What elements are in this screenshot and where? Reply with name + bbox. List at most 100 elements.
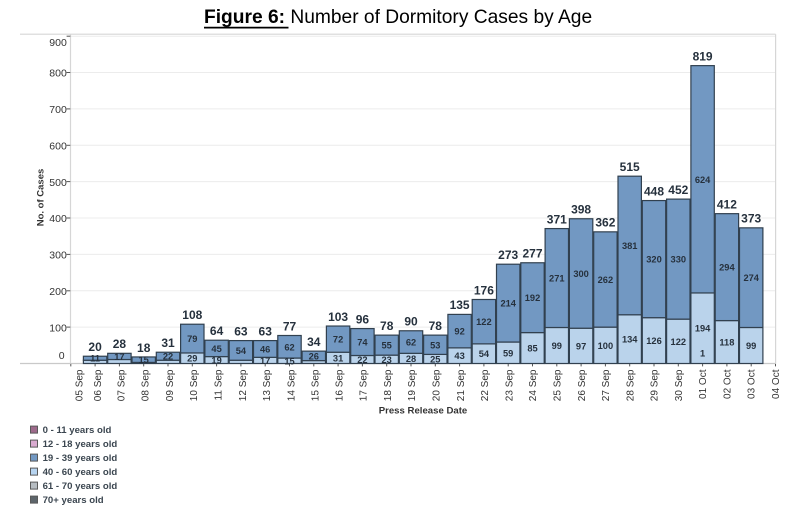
- svg-text:800: 800: [49, 68, 67, 80]
- svg-text:16 Sep: 16 Sep: [334, 369, 345, 401]
- svg-text:24 Sep: 24 Sep: [528, 369, 539, 401]
- svg-text:28 Sep: 28 Sep: [625, 369, 636, 401]
- svg-text:28: 28: [113, 337, 127, 351]
- svg-text:271: 271: [549, 274, 565, 284]
- svg-text:176: 176: [474, 283, 494, 297]
- svg-text:17: 17: [260, 356, 270, 366]
- svg-text:54: 54: [236, 346, 247, 356]
- svg-text:02 Oct: 02 Oct: [722, 369, 733, 399]
- svg-text:515: 515: [620, 160, 640, 174]
- svg-text:03 Oct: 03 Oct: [747, 369, 758, 399]
- svg-text:01 Oct: 01 Oct: [698, 369, 709, 399]
- svg-text:05 Sep: 05 Sep: [74, 369, 85, 401]
- svg-text:135: 135: [450, 298, 470, 312]
- svg-text:78: 78: [380, 319, 394, 333]
- svg-text:63: 63: [259, 324, 273, 338]
- svg-text:20 Sep: 20 Sep: [432, 369, 443, 401]
- svg-text:30 Sep: 30 Sep: [674, 369, 685, 401]
- svg-text:400: 400: [49, 213, 67, 225]
- svg-text:262: 262: [598, 275, 614, 285]
- svg-text:900: 900: [49, 37, 67, 49]
- svg-text:99: 99: [746, 341, 756, 351]
- svg-text:90: 90: [404, 315, 418, 329]
- svg-text:0 - 11 years old: 0 - 11 years old: [43, 425, 112, 436]
- svg-text:40 - 60 years old: 40 - 60 years old: [43, 467, 118, 478]
- svg-text:103: 103: [328, 310, 348, 324]
- svg-text:96: 96: [356, 312, 370, 326]
- svg-text:70+ years old: 70+ years old: [43, 495, 104, 506]
- svg-text:600: 600: [49, 141, 67, 153]
- svg-text:22 Sep: 22 Sep: [480, 369, 491, 401]
- svg-text:12 Sep: 12 Sep: [238, 369, 249, 401]
- svg-text:819: 819: [693, 49, 713, 63]
- svg-text:27 Sep: 27 Sep: [601, 369, 612, 401]
- svg-text:126: 126: [646, 336, 662, 346]
- svg-text:192: 192: [525, 293, 541, 303]
- svg-text:624: 624: [695, 175, 711, 185]
- svg-text:85: 85: [527, 344, 537, 354]
- svg-text:200: 200: [49, 286, 67, 298]
- svg-text:100: 100: [598, 341, 614, 351]
- svg-text:448: 448: [644, 184, 664, 198]
- svg-text:14 Sep: 14 Sep: [286, 369, 297, 401]
- svg-text:23 Sep: 23 Sep: [504, 369, 515, 401]
- svg-text:22: 22: [357, 355, 367, 365]
- svg-text:08 Sep: 08 Sep: [141, 369, 152, 401]
- svg-text:04 Oct: 04 Oct: [771, 369, 782, 399]
- svg-text:134: 134: [622, 335, 638, 345]
- svg-text:06 Sep: 06 Sep: [93, 369, 104, 401]
- svg-text:17 Sep: 17 Sep: [359, 369, 370, 401]
- svg-text:274: 274: [743, 273, 759, 283]
- svg-text:108: 108: [182, 308, 202, 322]
- svg-text:11: 11: [90, 354, 100, 364]
- svg-text:19 - 39 years old: 19 - 39 years old: [43, 453, 118, 464]
- svg-text:07 Sep: 07 Sep: [116, 369, 127, 401]
- svg-text:26 Sep: 26 Sep: [577, 369, 588, 401]
- svg-text:15: 15: [139, 355, 149, 365]
- svg-text:62: 62: [284, 342, 294, 352]
- svg-text:373: 373: [741, 212, 761, 226]
- svg-text:55: 55: [382, 341, 392, 351]
- svg-text:21 Sep: 21 Sep: [456, 369, 467, 401]
- svg-text:18: 18: [137, 341, 151, 355]
- svg-text:64: 64: [210, 324, 224, 338]
- svg-text:11 Sep: 11 Sep: [214, 369, 225, 400]
- svg-text:61 - 70 years old: 61 - 70 years old: [43, 481, 118, 492]
- svg-text:19 Sep: 19 Sep: [407, 369, 418, 401]
- svg-text:381: 381: [622, 241, 638, 251]
- svg-text:09 Sep: 09 Sep: [165, 369, 176, 401]
- svg-text:452: 452: [668, 183, 688, 197]
- svg-text:17: 17: [114, 352, 124, 362]
- svg-text:371: 371: [547, 212, 567, 226]
- svg-text:63: 63: [234, 324, 248, 338]
- svg-text:99: 99: [552, 341, 562, 351]
- svg-text:34: 34: [307, 335, 321, 349]
- svg-text:362: 362: [595, 216, 615, 230]
- svg-text:194: 194: [695, 324, 711, 334]
- svg-text:277: 277: [522, 247, 542, 261]
- svg-text:18 Sep: 18 Sep: [383, 369, 394, 401]
- svg-text:19: 19: [211, 356, 221, 366]
- svg-text:10 Sep: 10 Sep: [189, 369, 200, 401]
- svg-text:29 Sep: 29 Sep: [650, 369, 661, 401]
- svg-text:412: 412: [717, 198, 737, 212]
- svg-text:77: 77: [283, 319, 297, 333]
- svg-text:1: 1: [700, 348, 705, 358]
- svg-text:No. of Cases: No. of Cases: [35, 169, 46, 227]
- svg-text:72: 72: [333, 335, 343, 345]
- svg-text:Press Release Date: Press Release Date: [379, 405, 468, 416]
- svg-text:28: 28: [406, 354, 416, 364]
- svg-text:92: 92: [454, 327, 464, 337]
- svg-text:62: 62: [406, 338, 416, 348]
- svg-text:74: 74: [357, 338, 368, 348]
- svg-text:294: 294: [719, 263, 735, 273]
- svg-text:43: 43: [454, 351, 464, 361]
- svg-text:300: 300: [49, 250, 67, 262]
- svg-text:46: 46: [260, 345, 270, 355]
- svg-text:23: 23: [382, 355, 392, 365]
- svg-text:25 Sep: 25 Sep: [553, 369, 564, 401]
- svg-text:31: 31: [333, 353, 343, 363]
- svg-text:20: 20: [88, 340, 102, 354]
- svg-text:122: 122: [671, 337, 687, 347]
- svg-text:78: 78: [429, 319, 443, 333]
